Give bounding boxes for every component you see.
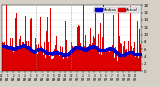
Legend: Median, Actual: Median, Actual xyxy=(94,7,139,13)
